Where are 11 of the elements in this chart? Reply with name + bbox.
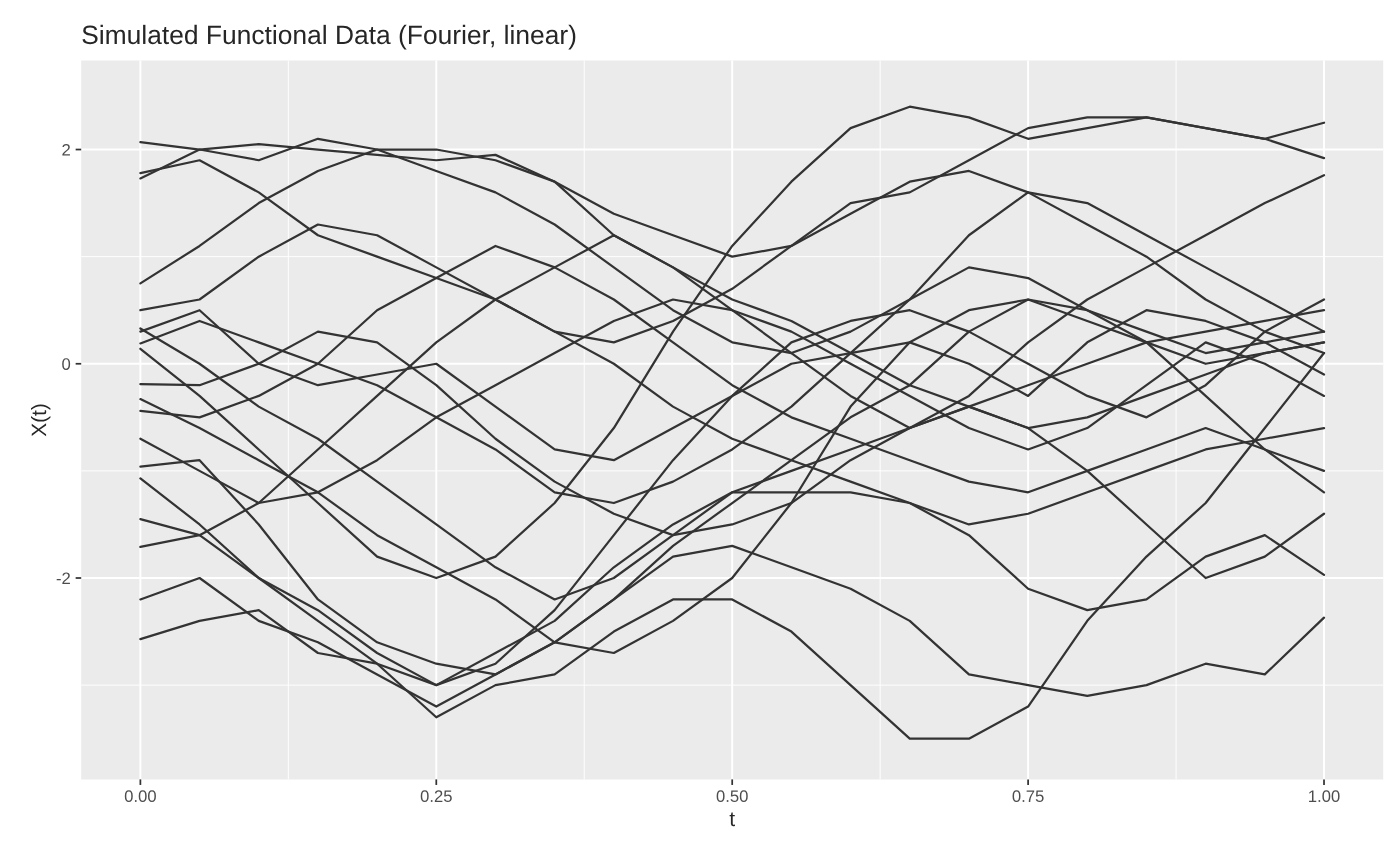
x-tick-label: 0.25 [420, 790, 452, 803]
y-tick-label: 2 [62, 143, 70, 156]
x-tick-label: 0.00 [124, 790, 156, 803]
chart-title: Simulated Functional Data (Fourier, linear) [82, 24, 576, 50]
x-tick-label: 1.00 [1309, 790, 1340, 803]
y-axis-title: X(t) [30, 404, 51, 437]
x-tick-label: 0.50 [716, 790, 748, 803]
x-axis-title: t [729, 812, 735, 827]
x-tick-label: 0.75 [1012, 790, 1044, 803]
y-tick-label: 0 [62, 358, 71, 370]
y-tick-label: -2 [56, 572, 70, 585]
